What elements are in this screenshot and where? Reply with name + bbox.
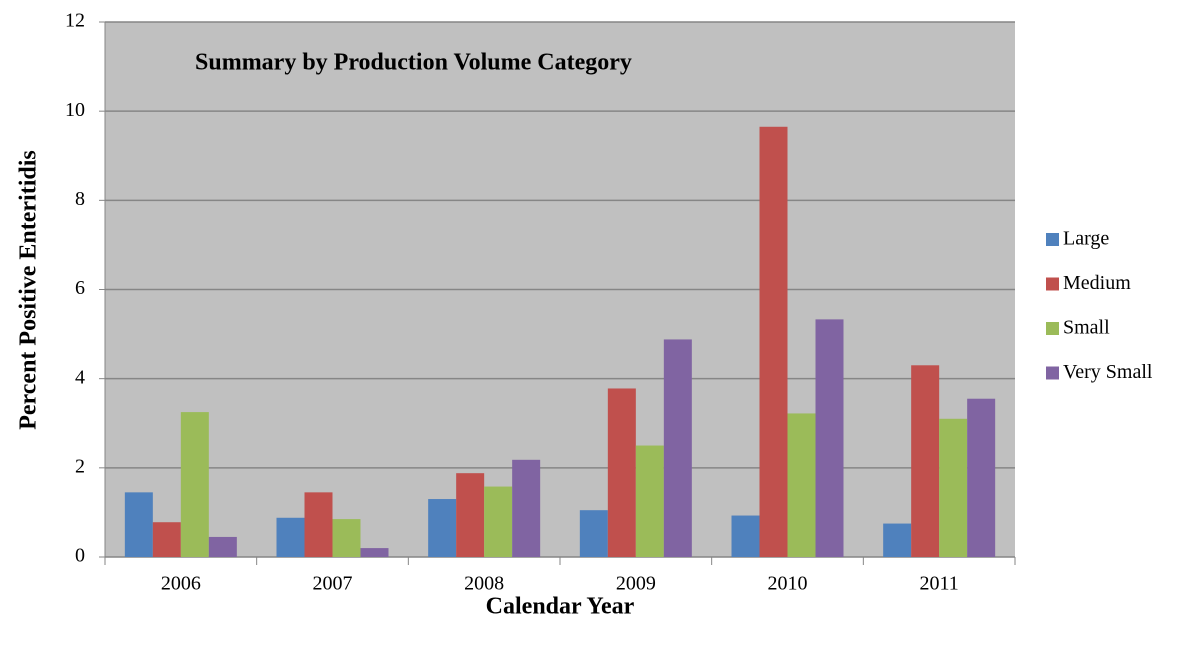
- bar: [276, 517, 305, 557]
- x-tick-label: 2008: [464, 573, 504, 595]
- y-tick-label: 10: [65, 99, 85, 121]
- y-tick-label: 2: [75, 455, 85, 477]
- bar: [787, 413, 816, 557]
- bar: [815, 319, 844, 557]
- bar: [911, 365, 940, 557]
- bar: [579, 510, 608, 557]
- bar: [967, 398, 996, 557]
- x-tick-label: 2011: [920, 573, 959, 595]
- x-tick-label: 2009: [616, 573, 656, 595]
- legend-swatch: [1046, 322, 1059, 335]
- bar: [607, 388, 636, 557]
- y-axis-label: Percent Positive Enteritidis: [16, 150, 42, 430]
- legend-label: Large: [1063, 228, 1109, 250]
- x-tick-label: 2006: [161, 573, 201, 595]
- legend-label: Very Small: [1063, 361, 1153, 383]
- bar: [332, 519, 361, 557]
- bar: [731, 515, 760, 557]
- bar: [124, 492, 153, 557]
- legend-swatch: [1046, 366, 1059, 380]
- bar: [456, 473, 485, 557]
- bar: [304, 492, 333, 557]
- x-tick-label: 2007: [313, 573, 353, 595]
- legend-swatch: [1046, 233, 1059, 246]
- y-tick-label: 6: [75, 277, 85, 299]
- x-axis-label: Calendar Year: [486, 594, 635, 620]
- bar: [360, 548, 389, 557]
- bar: [208, 536, 237, 557]
- bar: [428, 499, 457, 557]
- bar: [759, 126, 788, 557]
- legend-label: Medium: [1063, 272, 1131, 294]
- x-tick-label: 2010: [768, 573, 808, 595]
- bar: [635, 445, 664, 557]
- chart-title: Summary by Production Volume Category: [195, 50, 632, 76]
- y-tick-label: 0: [75, 545, 85, 567]
- bar: [939, 418, 968, 557]
- legend-swatch: [1046, 277, 1059, 291]
- y-tick-label: 8: [75, 188, 85, 210]
- y-tick-label: 4: [75, 366, 85, 388]
- y-tick-label: 12: [65, 10, 85, 32]
- bar: [152, 522, 181, 557]
- legend-label: Small: [1063, 317, 1110, 339]
- bar: [512, 459, 541, 557]
- bar: [883, 523, 912, 557]
- bar: [663, 339, 692, 557]
- bar: [484, 486, 513, 557]
- bar: [180, 412, 209, 557]
